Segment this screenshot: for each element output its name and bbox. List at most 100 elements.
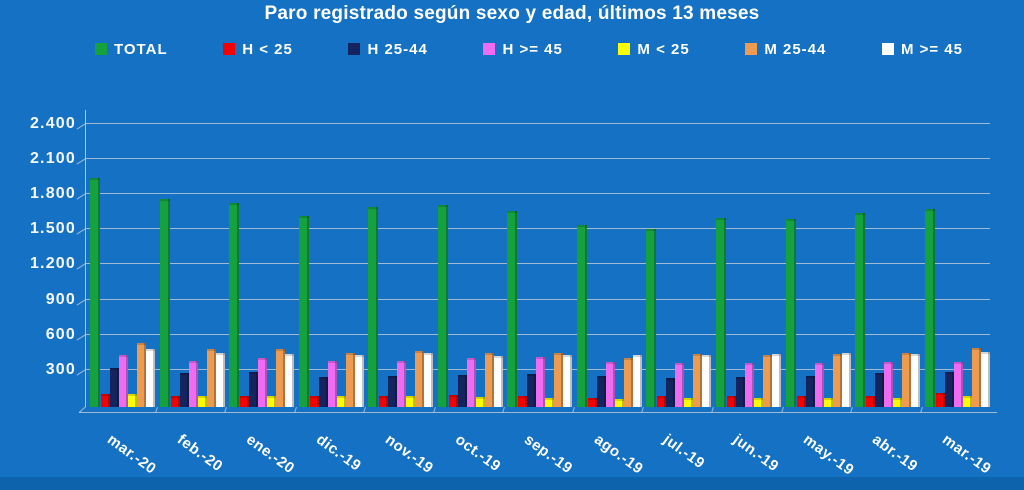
bar-h-25-dic-19 [309, 396, 319, 407]
bar-m-25-jul-19 [684, 398, 694, 407]
bar-total-oct-19 [437, 205, 448, 407]
x-axis-label-jun-19: jun.-19 [729, 431, 782, 476]
legend-label-m-45: M >= 45 [900, 40, 963, 58]
bar-total-jun-19 [715, 217, 726, 408]
bar-m-25-44-ene-20 [276, 349, 286, 407]
gridline-1500 [85, 228, 990, 230]
bar-m-45-jul-19 [702, 355, 712, 407]
bar-total-ago-19 [576, 225, 587, 407]
legend-chip-h-25 [223, 43, 236, 55]
y-axis-label-2400: 2.400 [29, 114, 76, 132]
bar-h-25-44-may-19 [805, 375, 815, 408]
bar-m-25-mar-20 [128, 394, 137, 407]
legend-item-h-25-44: H 25-44 [348, 41, 427, 58]
bar-h-25-sep-19 [518, 396, 528, 407]
legend-label-total: TOTAL [114, 40, 168, 58]
bar-total-dic-19 [298, 215, 309, 408]
bar-total-mar-20 [90, 178, 100, 407]
x-axis-label-feb-20: feb.-20 [173, 431, 226, 476]
bar-h-25-44-feb-20 [179, 373, 189, 407]
legend-item-m-45: M >= 45 [881, 40, 963, 58]
legend-label-h-25: H < 25 [242, 40, 293, 58]
bar-h-45-jun-19 [744, 362, 754, 408]
bar-h-45-oct-19 [466, 358, 476, 407]
bar-total-jul-19 [646, 229, 657, 407]
bar-h-25-feb-20 [170, 395, 180, 408]
bar-m-25-44-sep-19 [554, 352, 564, 408]
legend-label-h-25-44: H 25-44 [367, 40, 428, 58]
y-axis-label-1500: 1.500 [29, 220, 76, 238]
bar-h-25-44-mar-20 [110, 368, 119, 407]
x-axis-label-mar-19: mar.-19 [938, 431, 994, 478]
bar-m-25-oct-19 [475, 397, 485, 407]
bar-m-25-44-may-19 [832, 353, 842, 408]
bar-total-sep-19 [507, 211, 518, 407]
bar-m-25-44-mar-20 [137, 342, 146, 408]
bar-h-25-44-ene-20 [249, 372, 259, 407]
bar-h-25-mar-20 [101, 393, 110, 408]
bar-m-25-ene-20 [267, 395, 277, 408]
bar-m-45-feb-20 [215, 352, 225, 408]
legend-chip-total [95, 43, 107, 55]
bar-m-25-feb-20 [197, 396, 207, 407]
x-axis-label-ago-19: ago.-19 [590, 431, 647, 478]
bar-h-25-oct-19 [448, 395, 458, 407]
bar-h-25-mar-19 [935, 392, 945, 408]
bar-m-25-44-feb-20 [206, 349, 216, 407]
bar-m-25-jun-19 [753, 398, 763, 407]
legend-chip-m-45 [881, 43, 894, 55]
bar-h-25-44-dic-19 [318, 376, 328, 408]
bar-m-45-jun-19 [771, 353, 781, 408]
x-axis-label-ene-20: ene.-20 [243, 431, 298, 478]
legend-label-h-45: H >= 45 [502, 40, 563, 58]
bar-total-abr-19 [855, 212, 866, 408]
bar-h-45-abr-19 [884, 361, 894, 408]
gridline-2400 [85, 122, 990, 124]
y-axis-label-2100: 2.100 [29, 150, 76, 168]
x-axis-label-sep-19: sep.-19 [521, 431, 576, 478]
legend-item-m-25-44: M 25-44 [745, 41, 826, 58]
bar-h-25-may-19 [796, 396, 806, 407]
bar-h-45-feb-20 [188, 360, 198, 408]
bar-h-25-abr-19 [866, 395, 876, 408]
bar-total-may-19 [785, 219, 796, 407]
bar-m-25-may-19 [823, 398, 833, 407]
legend-item-h-25: H < 25 [223, 41, 293, 58]
legend-chip-h-25-44 [348, 43, 361, 55]
bar-m-45-mar-19 [980, 351, 990, 408]
bar-m-25-dic-19 [336, 396, 346, 407]
legend-item-h-45: H >= 45 [483, 41, 562, 58]
bar-m-45-oct-19 [493, 356, 503, 407]
legend-chip-m-25 [618, 43, 631, 55]
legend-chip-h-45 [483, 43, 496, 55]
bar-h-45-ago-19 [605, 361, 615, 408]
bar-m-25-nov-19 [406, 396, 416, 407]
bar-m-25-44-jun-19 [762, 354, 772, 408]
legend-item-total: TOTAL [95, 41, 168, 58]
gridline-2100 [85, 158, 990, 160]
bar-h-25-44-jun-19 [735, 376, 745, 408]
bar-m-25-44-dic-19 [345, 353, 355, 407]
bar-total-mar-19 [924, 208, 935, 408]
bar-m-25-44-mar-19 [971, 348, 981, 407]
bar-h-25-jun-19 [726, 395, 736, 408]
bar-m-25-44-jul-19 [693, 354, 703, 407]
bar-h-25-44-ago-19 [596, 375, 606, 408]
bar-m-45-dic-19 [354, 354, 364, 408]
bar-m-25-mar-19 [962, 395, 972, 408]
bar-h-25-44-oct-19 [457, 374, 467, 408]
y-axis-label-900: 900 [45, 290, 76, 308]
bar-total-ene-20 [229, 202, 240, 408]
gridline-1200 [85, 263, 990, 265]
y-axis-label-300: 300 [45, 360, 76, 378]
bar-h-45-sep-19 [536, 356, 546, 408]
x-axis-label-abr-19: abr.-19 [869, 431, 922, 476]
bar-total-nov-19 [368, 206, 379, 408]
y-axis-label-600: 600 [45, 325, 76, 343]
bar-m-25-44-abr-19 [902, 352, 912, 408]
bar-m-25-44-ago-19 [623, 357, 633, 408]
legend-label-m-25: M < 25 [637, 40, 690, 58]
bottom-strip [0, 477, 1024, 490]
